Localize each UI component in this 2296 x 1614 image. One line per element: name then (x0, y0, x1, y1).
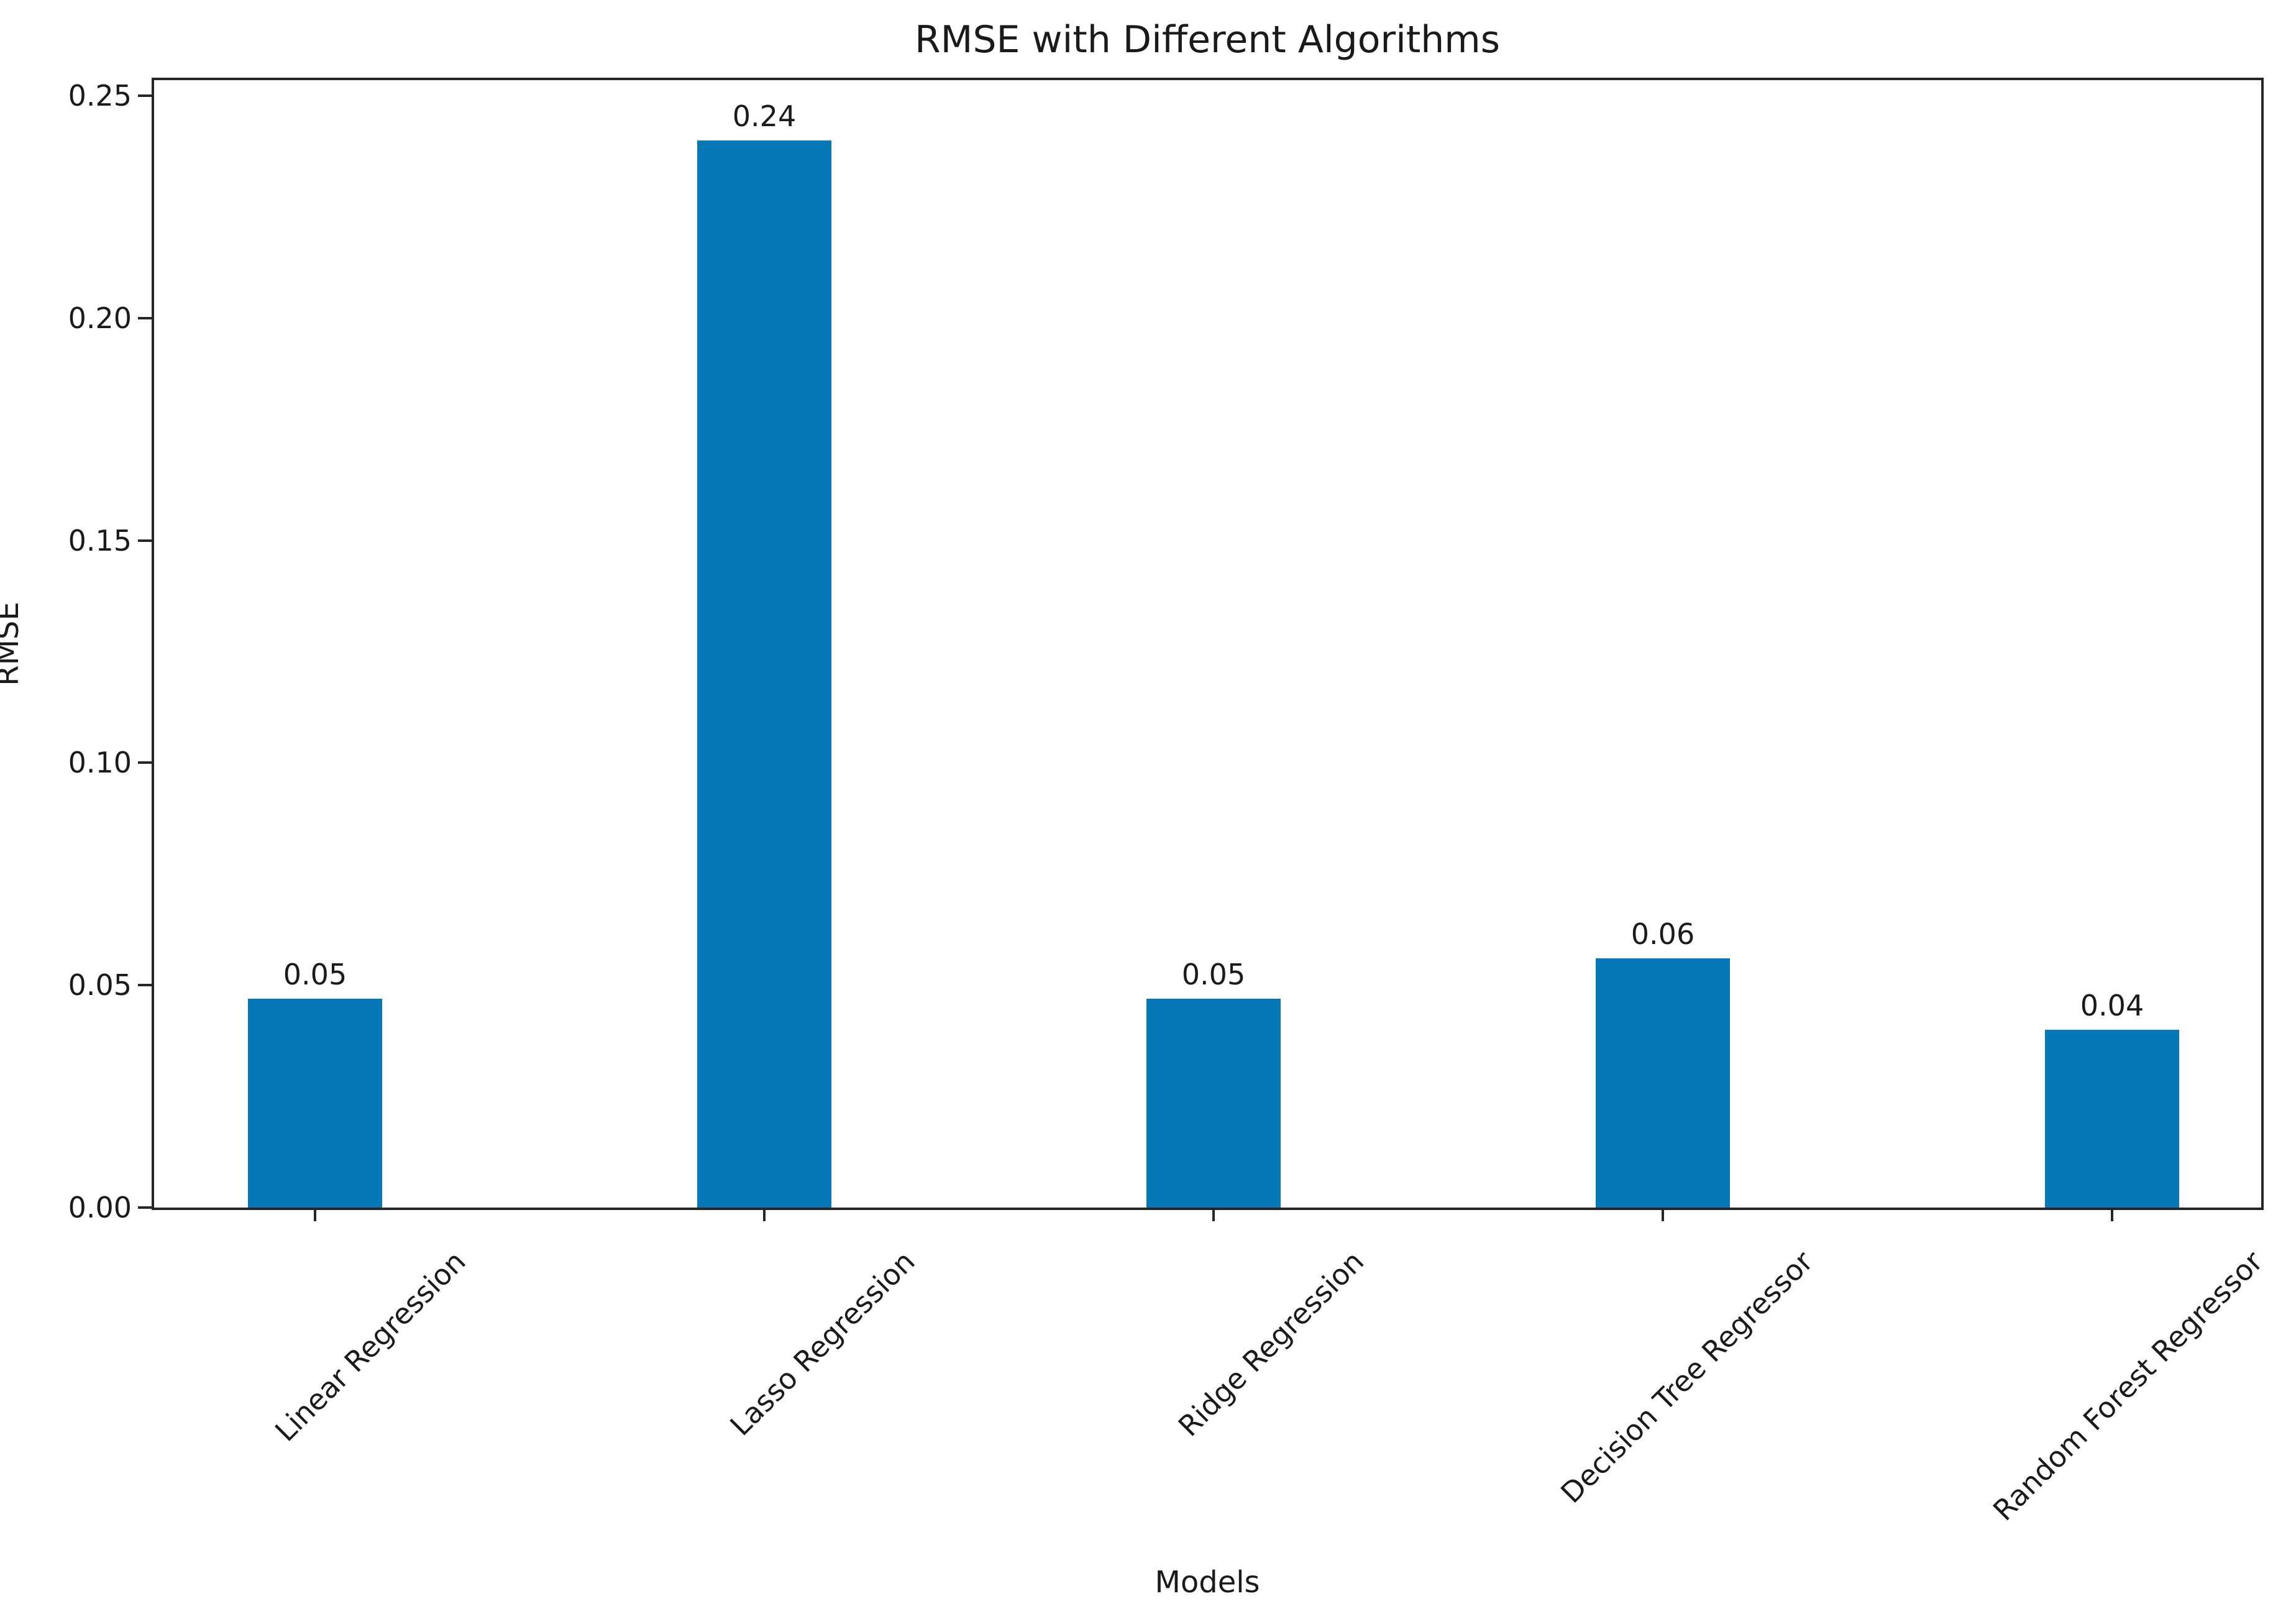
x-tick (1662, 1208, 1664, 1221)
bar-value-label: 0.05 (1181, 957, 1246, 991)
y-tick (138, 316, 152, 319)
bar-value-label: 0.05 (283, 957, 347, 991)
bar-value-label: 0.06 (1631, 917, 1695, 951)
x-tick-label: Ridge Regression (1172, 1244, 1371, 1443)
bar-2 (1146, 998, 1281, 1208)
x-tick (1212, 1208, 1215, 1221)
y-tick (138, 761, 152, 764)
x-tick (763, 1208, 766, 1221)
x-tick (2111, 1208, 2113, 1221)
bar-1 (697, 140, 831, 1208)
bar-4 (2045, 1029, 2179, 1208)
y-tick-label: 0.20 (68, 301, 132, 335)
bar-3 (1596, 958, 1730, 1208)
y-tick-label: 0.05 (68, 968, 132, 1002)
y-tick-label: 0.15 (68, 523, 132, 557)
plot-area: 0.00 0.05 0.10 0.15 0.20 0.25 0.05 Linear Regre… (68, 78, 2269, 1527)
y-tick (138, 94, 152, 98)
x-tick-label: Random Forest Regressor (1986, 1244, 2269, 1528)
x-tick-label: Lasso Regression (723, 1244, 922, 1442)
x-tick-label: Linear Regression (268, 1244, 472, 1448)
y-axis-label: RMSE (0, 602, 26, 686)
x-tick (314, 1208, 316, 1221)
y-tick-label: 0.00 (68, 1191, 132, 1224)
chart-title: RMSE with Different Algorithms (914, 18, 1501, 62)
y-tick (138, 539, 152, 542)
y-tick-label: 0.25 (68, 79, 132, 113)
x-axis-label: Models (1155, 1565, 1260, 1600)
y-tick-label: 0.10 (68, 746, 132, 780)
bar-value-label: 0.04 (2080, 988, 2144, 1022)
x-tick-label: Decision Tree Regressor (1554, 1244, 1820, 1510)
bar-value-label: 0.24 (732, 99, 797, 133)
bar-0 (248, 998, 382, 1208)
y-tick (138, 1206, 152, 1209)
y-tick (138, 984, 152, 987)
